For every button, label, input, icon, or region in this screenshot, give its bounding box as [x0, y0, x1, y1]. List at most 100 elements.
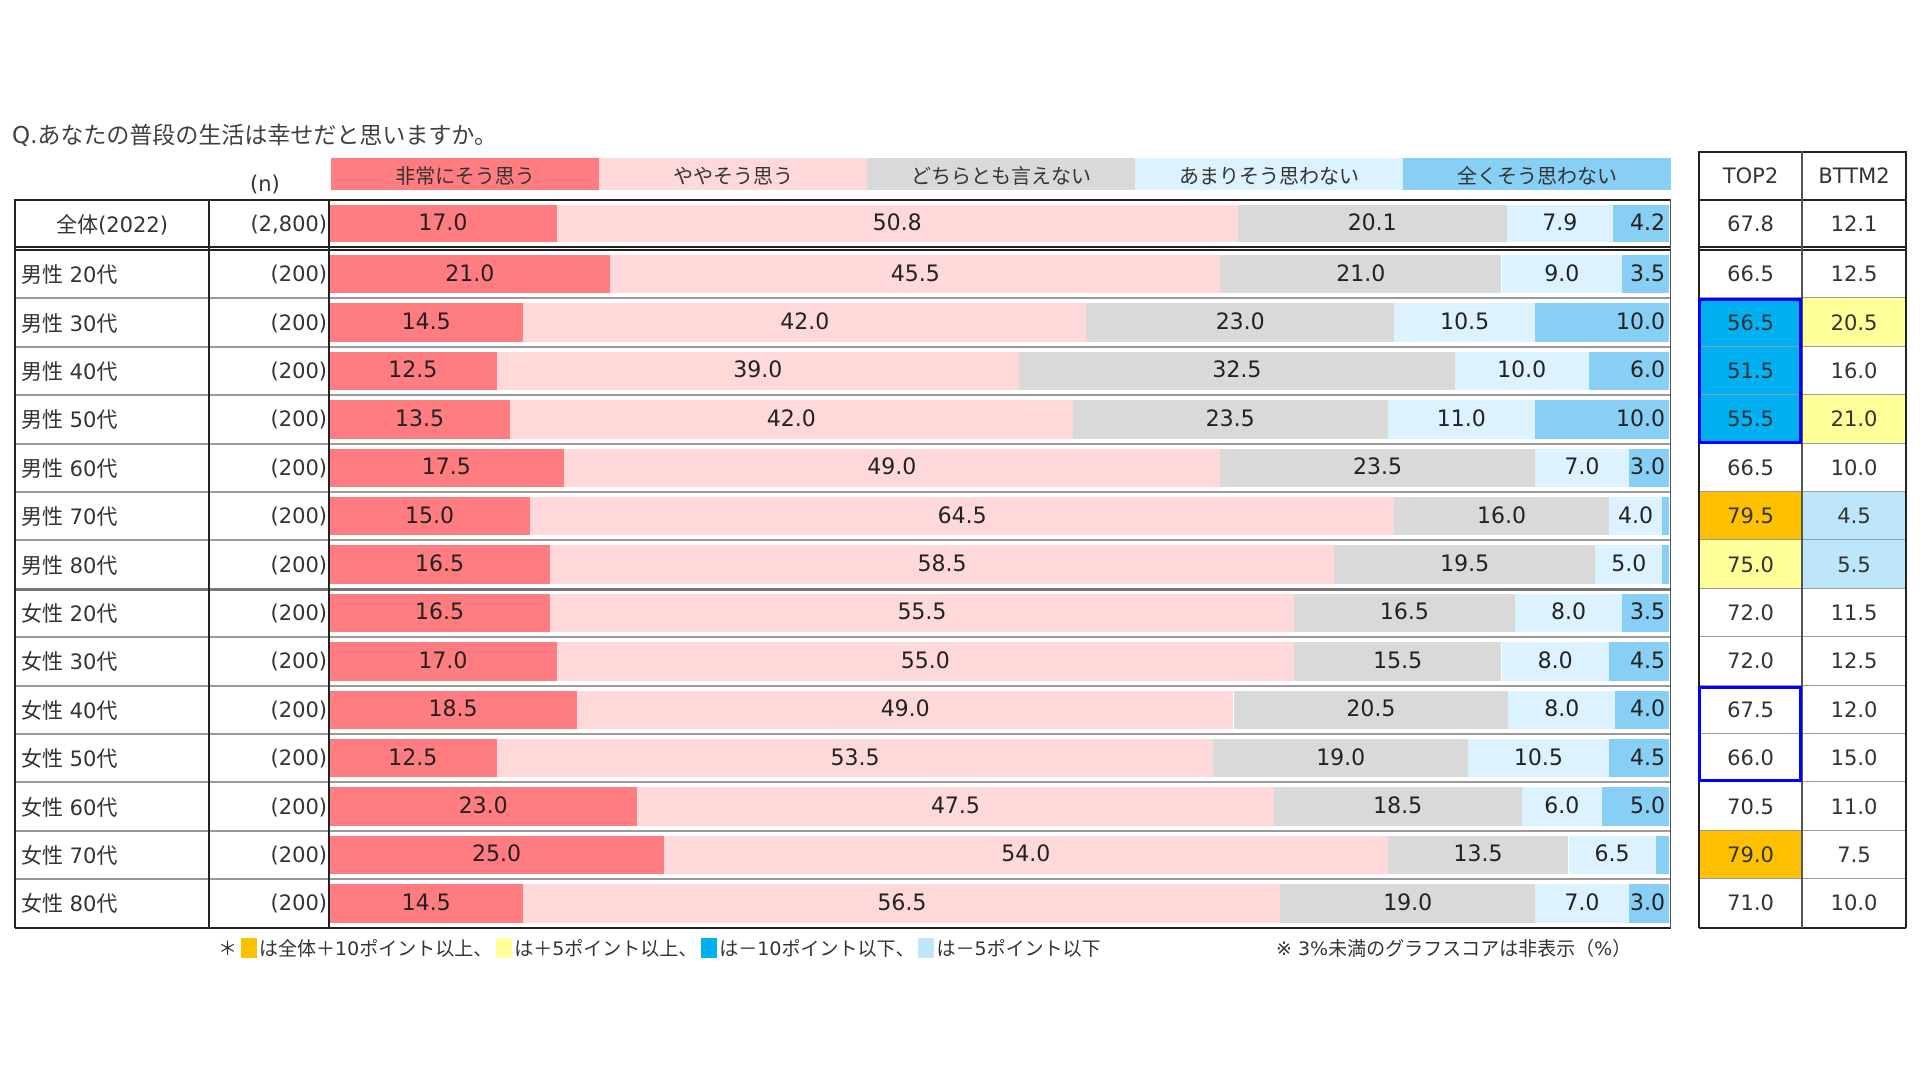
bar-segment: 6.0	[1588, 351, 1669, 391]
row-n: (200)	[270, 794, 327, 819]
bar-track: 12.5 53.5 19.0 10.5 4.5	[329, 734, 1669, 782]
row-divider	[15, 829, 1671, 832]
table-row: 女性 20代 (200) 16.5 55.5 16.5 8.0 3.5	[15, 589, 1671, 637]
col-divider	[208, 199, 210, 928]
top2-value: 55.5	[1699, 395, 1802, 444]
highlight-outline	[1698, 298, 1802, 444]
swatch-minus10-icon	[701, 937, 718, 958]
row-label: 男性 30代	[21, 311, 118, 336]
table-row: 女性 50代 (200) 12.5 53.5 19.0 10.5 4.5	[15, 734, 1671, 782]
bar-segment: 23.0	[1086, 303, 1395, 342]
bar-segment: 42.0	[523, 303, 1087, 342]
chart-legend: 非常にそう思う ややそう思う どちらとも言えない あまりそう思わない 全くそう思わない	[331, 158, 1671, 190]
top2-value: 72.0	[1727, 600, 1774, 625]
row-divider	[15, 587, 1671, 591]
bar-track: 17.5 49.0 23.5 7.0 3.0	[329, 444, 1669, 492]
bar-track: 18.5 49.0 20.5 8.0 4.0	[329, 686, 1669, 734]
bar-segment: 17.0	[329, 205, 557, 242]
bar-segment: 19.5	[1334, 545, 1596, 584]
bttm2-value: 12.0	[1830, 697, 1878, 722]
row-divider	[15, 781, 1671, 784]
row-divider	[15, 539, 1671, 542]
table-row: 女性 40代 (200) 18.5 49.0 20.5 8.0 4.0	[15, 686, 1671, 734]
row-divider	[15, 442, 1671, 445]
footnote-item-plus5: は＋5ポイント以上、	[514, 938, 698, 960]
row-divider	[15, 491, 1671, 493]
row-divider	[15, 297, 1671, 300]
side-divider	[1699, 926, 1906, 929]
row-n: (2,800)	[250, 211, 327, 236]
bar-segment: 16.5	[329, 545, 551, 584]
top2-value: 67.8	[1727, 211, 1774, 236]
bar-segment: 54.0	[664, 835, 1388, 875]
legend-item-4: あまりそう思わない	[1135, 158, 1403, 190]
bttm2-value: 7.5	[1837, 842, 1871, 867]
bar-track: 16.5 55.5 16.5 8.0 3.5	[329, 589, 1669, 637]
row-divider	[15, 345, 1671, 348]
bar-segment: 16.0	[1394, 497, 1609, 536]
bar-segment: 9.0	[1501, 255, 1623, 294]
bar-segment: 19.0	[1280, 884, 1535, 923]
footnote-note: ※ 3%未満のグラフスコアは非表示（%）	[1276, 938, 1632, 960]
bar-segment: 7.9	[1506, 205, 1613, 242]
bar-segment: 56.5	[523, 884, 1281, 923]
bar-segment	[1655, 835, 1669, 875]
bar-segment: 17.0	[329, 642, 557, 681]
row-n: (200)	[270, 552, 327, 577]
bar-segment: 3.5	[1622, 593, 1669, 633]
bar-segment: 6.5	[1568, 835, 1656, 875]
bar-segment: 16.5	[329, 593, 551, 633]
bar-segment: 3.0	[1628, 884, 1669, 923]
bar-segment: 10.5	[1468, 739, 1609, 778]
table-row: 男性 20代 (200) 21.0 45.5 21.0 9.0 3.5	[15, 250, 1671, 298]
row-n: (200)	[270, 407, 327, 432]
bttm2-value: 21.0	[1802, 395, 1906, 444]
footnote-prefix: ＊	[218, 938, 238, 960]
row-label: 女性 30代	[21, 650, 118, 675]
row-label: 女性 70代	[21, 843, 118, 868]
bttm2-value: 10.0	[1830, 891, 1878, 916]
bttm2-value: 20.5	[1802, 298, 1906, 347]
bar-segment	[1662, 545, 1669, 584]
row-divider	[15, 733, 1671, 735]
row-divider	[15, 636, 1671, 639]
bar-segment: 13.5	[1387, 835, 1569, 875]
bar-segment: 18.5	[329, 690, 577, 729]
legend-item-1: 非常にそう思う	[331, 158, 599, 190]
bar-segment: 14.5	[329, 884, 524, 923]
row-n: (200)	[270, 262, 327, 287]
row-n: (200)	[270, 746, 327, 771]
bar-segment: 8.0	[1508, 690, 1616, 729]
row-n: (200)	[270, 697, 327, 722]
col-divider	[328, 199, 330, 928]
bar-segment: 42.0	[509, 400, 1073, 439]
row-label: 女性 50代	[21, 747, 118, 772]
stacked-bar-table: 全体(2022) (2,800) 17.0 50.8 20.1 7.9 4.2 男性 20代(…	[14, 199, 1671, 929]
bar-segment: 25.0	[329, 835, 664, 875]
table-row: 女性 60代 (200) 23.0 47.5 18.5 6.0 5.0	[15, 782, 1671, 830]
bar-segment: 3.5	[1622, 255, 1669, 294]
bar-segment: 16.5	[1293, 593, 1515, 633]
bar-segment: 7.0	[1535, 448, 1629, 487]
bar-segment: 23.0	[329, 787, 638, 826]
row-label: 女性 80代	[21, 892, 118, 917]
bar-segment: 4.5	[1608, 739, 1669, 778]
bar-segment: 8.0	[1501, 642, 1609, 681]
footnote-item-minus5: は－5ポイント以下	[936, 938, 1101, 960]
bar-segment: 15.0	[329, 497, 530, 536]
bar-track: 17.0 55.0 15.5 8.0 4.5	[329, 637, 1669, 685]
legend-item-5: 全くそう思わない	[1403, 158, 1671, 190]
row-label: 男性 80代	[21, 553, 118, 578]
bttm2-value: 12.5	[1830, 649, 1878, 674]
bttm2-value: 16.0	[1830, 358, 1878, 383]
footnote-item-plus10: は全体＋10ポイント以上、	[259, 938, 493, 960]
bar-segment: 5.0	[1602, 787, 1669, 826]
row-label: 男性 60代	[21, 456, 118, 481]
table-row: 女性 80代 (200) 14.5 56.5 19.0 7.0 3.0	[15, 879, 1671, 927]
side-border-left	[1698, 151, 1700, 928]
row-n: (200)	[270, 842, 327, 867]
bar-segment: 13.5	[329, 400, 510, 439]
row-divider	[15, 684, 1671, 687]
bar-segment: 4.0	[1608, 497, 1663, 536]
footnote-item-minus10: は－10ポイント以下、	[719, 938, 915, 960]
